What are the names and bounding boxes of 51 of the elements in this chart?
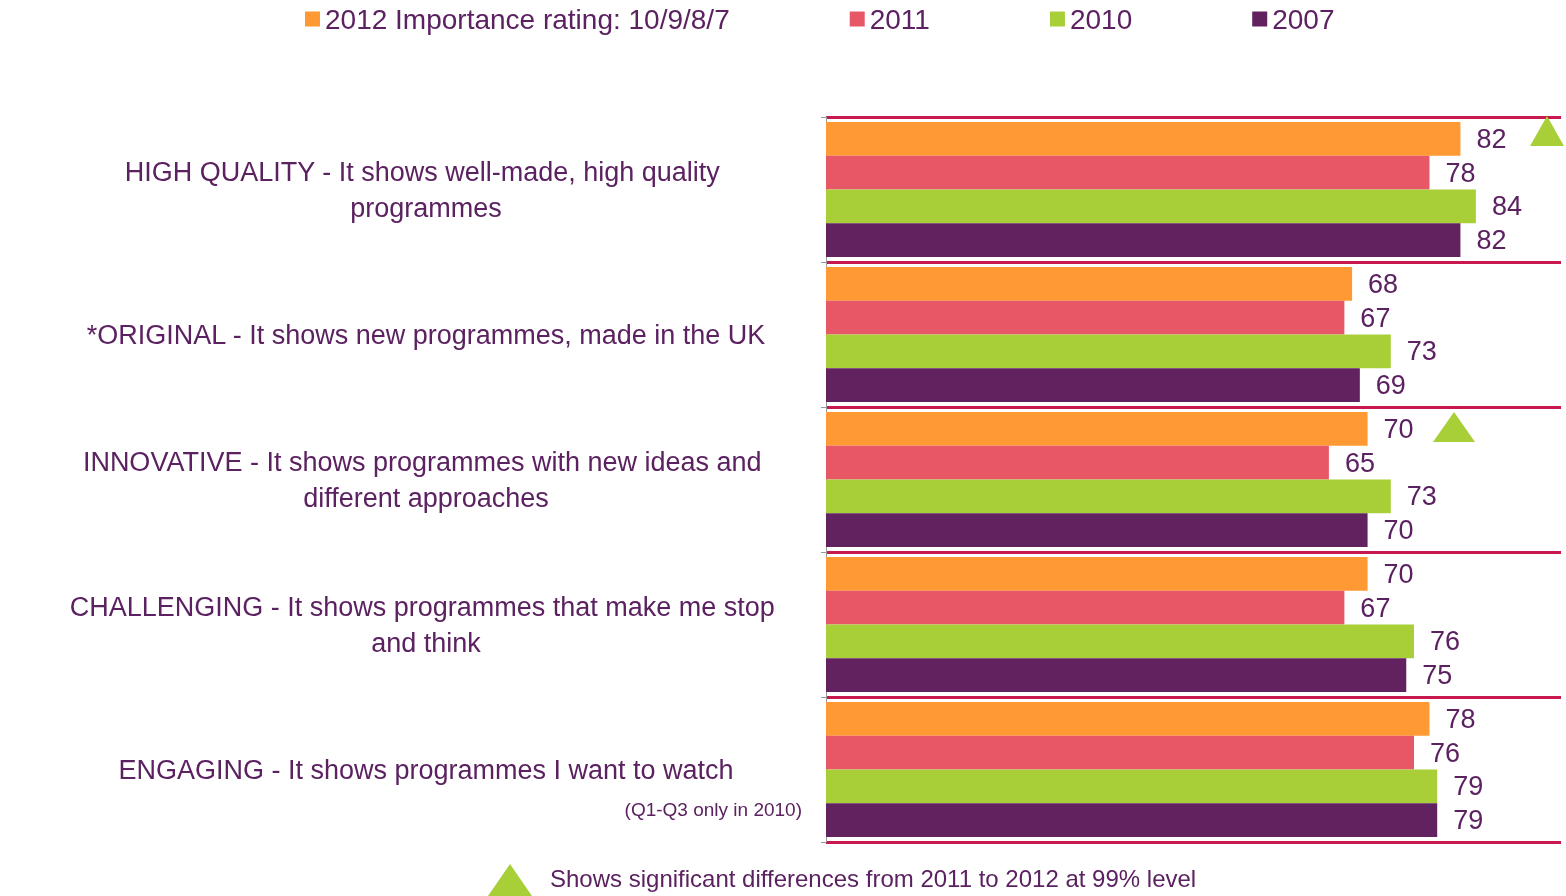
data-label: 76: [1430, 626, 1461, 657]
data-label: 70: [1383, 413, 1414, 444]
data-label: 70: [1383, 558, 1414, 589]
data-label: 79: [1453, 805, 1484, 836]
data-label: 79: [1453, 771, 1484, 802]
data-label: 65: [1344, 447, 1375, 478]
bar: [826, 122, 1461, 156]
legend-label: 2011: [869, 3, 930, 35]
data-label: 82: [1476, 123, 1507, 154]
data-label: 78: [1445, 157, 1476, 188]
y-tick-label: INNOVATIVE - It shows programmes with new ideas and different approaches: [82, 446, 770, 513]
data-label: 73: [1406, 481, 1437, 512]
data-label: 82: [1476, 225, 1507, 256]
bar: [826, 223, 1461, 257]
data-label: 75: [1422, 660, 1453, 691]
text: (Q1-Q3 only in 2010): [624, 799, 802, 820]
bar: [826, 702, 1430, 736]
bar: [826, 803, 1438, 837]
text: Shows significant differences from 2011 to 2012 at 99% level: [550, 864, 1197, 892]
data-label: 76: [1430, 737, 1461, 768]
bar: [826, 658, 1407, 692]
data-label: 69: [1375, 370, 1406, 401]
data-label: 68: [1368, 268, 1399, 299]
y-tick-label: ENGAGING - It shows programmes I want to watch: [118, 754, 734, 785]
data-label: 73: [1406, 336, 1437, 367]
y-tick-label: HIGH QUALITY - It shows well-made, high quality programmes: [124, 156, 728, 223]
bar: [826, 445, 1329, 480]
legend-label: 2007: [1272, 3, 1335, 35]
bar: [826, 334, 1391, 369]
data-label: 84: [1491, 191, 1522, 222]
bar: [826, 412, 1368, 446]
bar: [826, 769, 1438, 804]
y-tick-label: *ORIGINAL - It shows new programmes, made in the UK: [86, 319, 766, 350]
data-label: 70: [1383, 515, 1414, 546]
bar: [826, 368, 1360, 402]
data-label: 78: [1445, 703, 1476, 734]
bar: [826, 624, 1414, 659]
data-label: 67: [1360, 592, 1391, 623]
legend-label: 2012 Importance rating: 10/9/8/7: [325, 3, 730, 35]
bar: [826, 557, 1368, 591]
bar: [826, 479, 1391, 514]
bar: [826, 189, 1476, 224]
bar: [826, 267, 1353, 301]
bar: [826, 513, 1368, 547]
bar: [826, 155, 1430, 190]
legend-label: 2010: [1069, 3, 1133, 35]
y-tick-label: CHALLENGING - It shows programmes that make me stop and think: [69, 591, 783, 658]
bar: [826, 590, 1345, 625]
bar: [826, 735, 1414, 770]
data-label: 67: [1360, 302, 1391, 333]
bar: [826, 300, 1345, 335]
